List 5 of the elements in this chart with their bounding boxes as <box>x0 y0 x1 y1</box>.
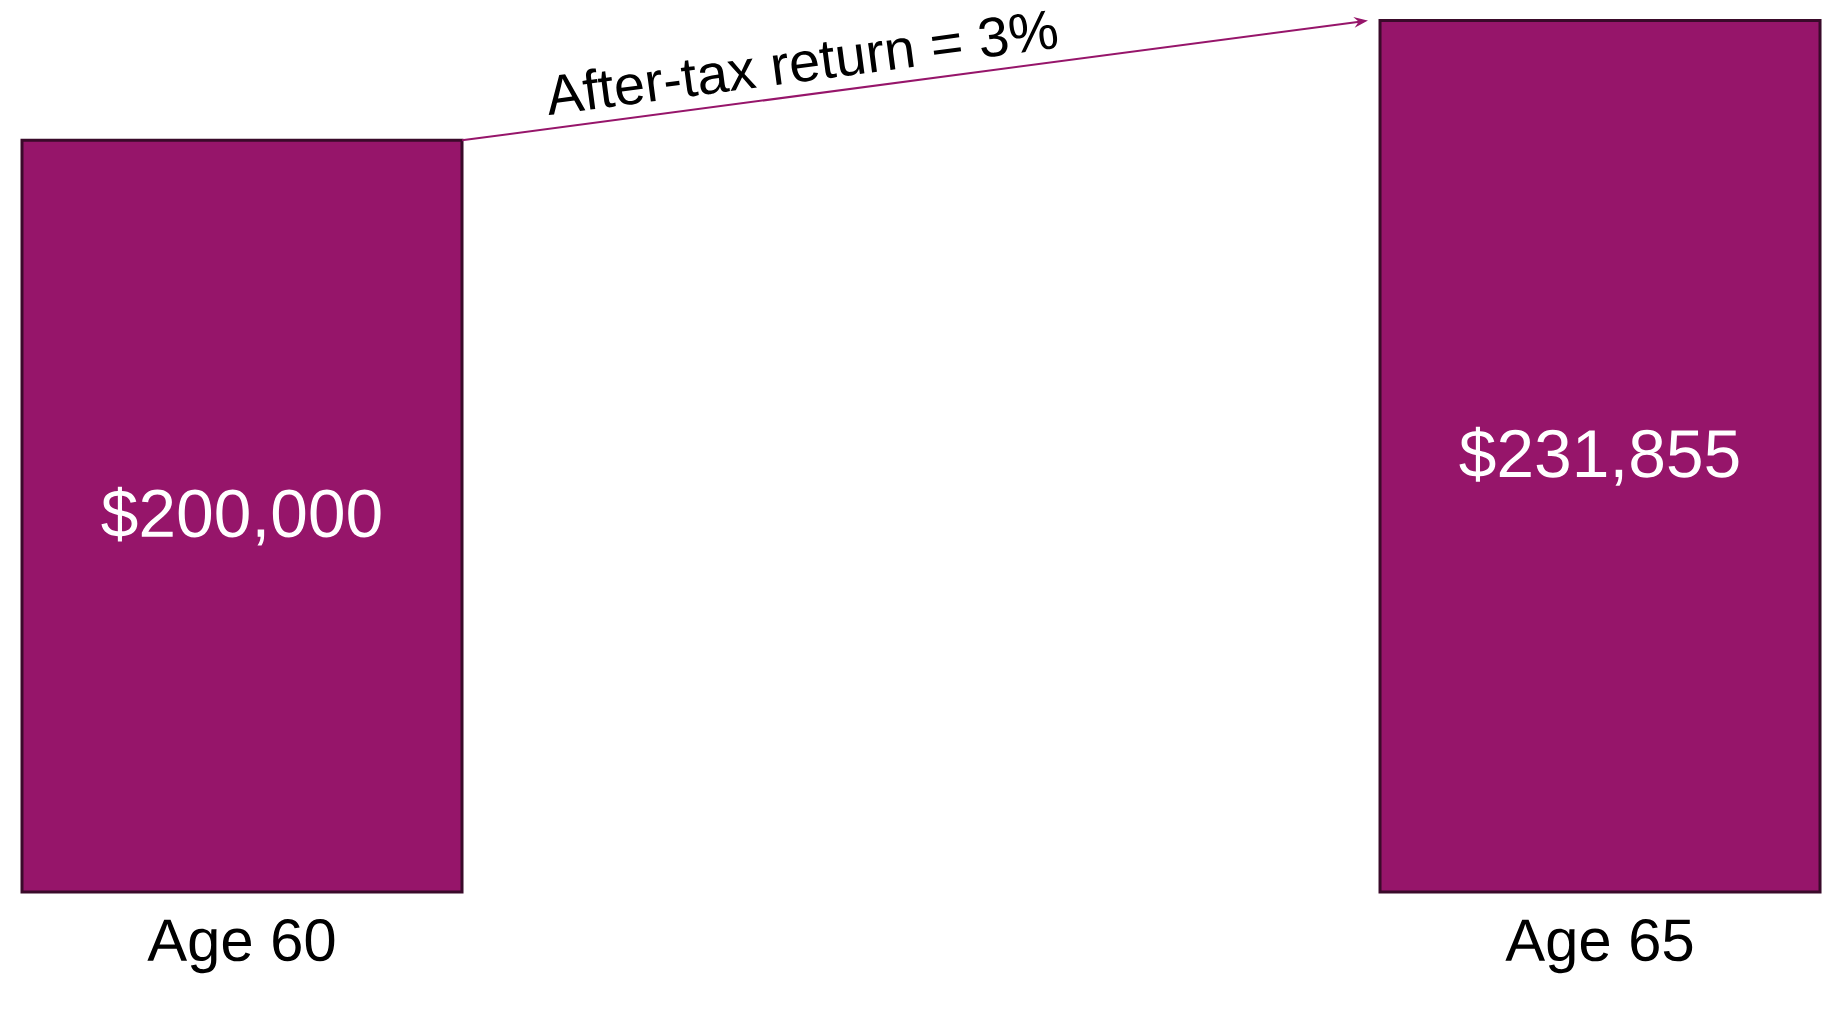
annotation: After-tax return = 3% <box>548 10 1058 116</box>
data-label: $231,855 <box>1459 426 1739 486</box>
x-tick-label: Age 65 <box>1505 919 1693 974</box>
x-tick-label: Age 60 <box>147 919 335 974</box>
data-label: $200,000 <box>101 486 381 546</box>
